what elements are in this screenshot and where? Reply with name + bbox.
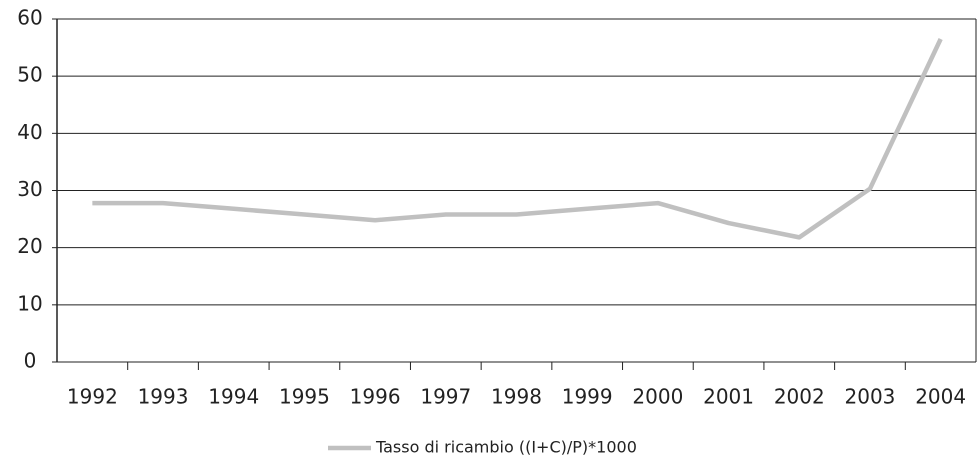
x-tick-label: 1998 [491,385,542,409]
y-tick-label: 0 [24,349,37,373]
x-tick-label: 2001 [703,385,754,409]
x-tick-label: 1994 [208,385,259,409]
x-tick-label: 1997 [420,385,471,409]
x-tick-label: 2003 [845,385,896,409]
y-tick-label: 30 [17,177,42,201]
y-tick-label: 20 [17,234,42,258]
y-tick-label: 40 [17,120,42,144]
x-tick-label: 2004 [915,385,966,409]
x-tick-label: 2002 [774,385,825,409]
legend-text: Tasso di ricambio ((I+C)/P)*1000 [375,438,637,457]
x-tick-label: 1996 [350,385,401,409]
x-tick-label: 1995 [279,385,330,409]
y-tick-label: 10 [17,291,42,315]
y-tick-label: 50 [17,63,42,87]
line-series [92,38,943,240]
y-tick-label: 60 [17,6,42,30]
x-tick-label: 1992 [67,385,118,409]
x-tick-label: 1999 [562,385,613,409]
x-tick-label: 2000 [632,385,683,409]
x-tick-label: 1993 [138,385,189,409]
